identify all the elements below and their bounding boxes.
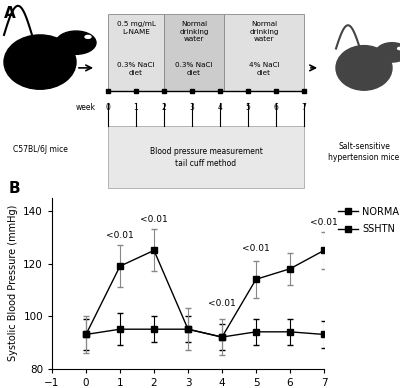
Ellipse shape <box>85 35 91 38</box>
Y-axis label: Systolic Blood Pressure (mmHg): Systolic Blood Pressure (mmHg) <box>8 205 18 362</box>
Text: <0.01: <0.01 <box>140 215 168 224</box>
Text: 0.3% NaCl
diet: 0.3% NaCl diet <box>117 62 155 76</box>
Text: C57BL/6J mice: C57BL/6J mice <box>12 146 68 154</box>
Text: Salt-sensitive
hypertension mice: Salt-sensitive hypertension mice <box>328 142 400 162</box>
Text: Normal
drinking
water: Normal drinking water <box>179 21 209 42</box>
Ellipse shape <box>56 31 96 54</box>
Bar <box>108 126 304 188</box>
Legend: NORMAL, SSHTN: NORMAL, SSHTN <box>334 203 400 238</box>
Text: 3: 3 <box>190 103 194 112</box>
Text: A: A <box>4 6 16 21</box>
Text: <0.01: <0.01 <box>106 231 134 240</box>
Text: Blood pressure measurement
tail cuff method: Blood pressure measurement tail cuff met… <box>150 147 262 168</box>
Bar <box>164 14 224 91</box>
Text: 1: 1 <box>134 103 138 112</box>
Text: B: B <box>8 181 20 196</box>
Text: <0.01: <0.01 <box>208 299 236 308</box>
Bar <box>224 14 304 91</box>
Bar <box>108 14 164 91</box>
Text: <0.01: <0.01 <box>310 218 338 227</box>
Text: 6: 6 <box>274 103 278 112</box>
Text: 4: 4 <box>218 103 222 112</box>
Ellipse shape <box>376 43 400 62</box>
Text: week: week <box>76 103 96 112</box>
Ellipse shape <box>336 45 392 90</box>
Text: 5: 5 <box>246 103 250 112</box>
Text: 0: 0 <box>106 103 110 112</box>
Text: 4% NaCl
diet: 4% NaCl diet <box>249 62 279 76</box>
Text: Normal
drinking
water: Normal drinking water <box>249 21 279 42</box>
Text: <0.01: <0.01 <box>242 244 270 253</box>
Ellipse shape <box>4 35 76 89</box>
Text: 0.5 mg/mL
L-NAME: 0.5 mg/mL L-NAME <box>116 21 156 35</box>
Ellipse shape <box>398 47 400 50</box>
Text: 0.3% NaCl
diet: 0.3% NaCl diet <box>175 62 213 76</box>
Text: 7: 7 <box>302 103 306 112</box>
Text: 2: 2 <box>162 103 166 112</box>
